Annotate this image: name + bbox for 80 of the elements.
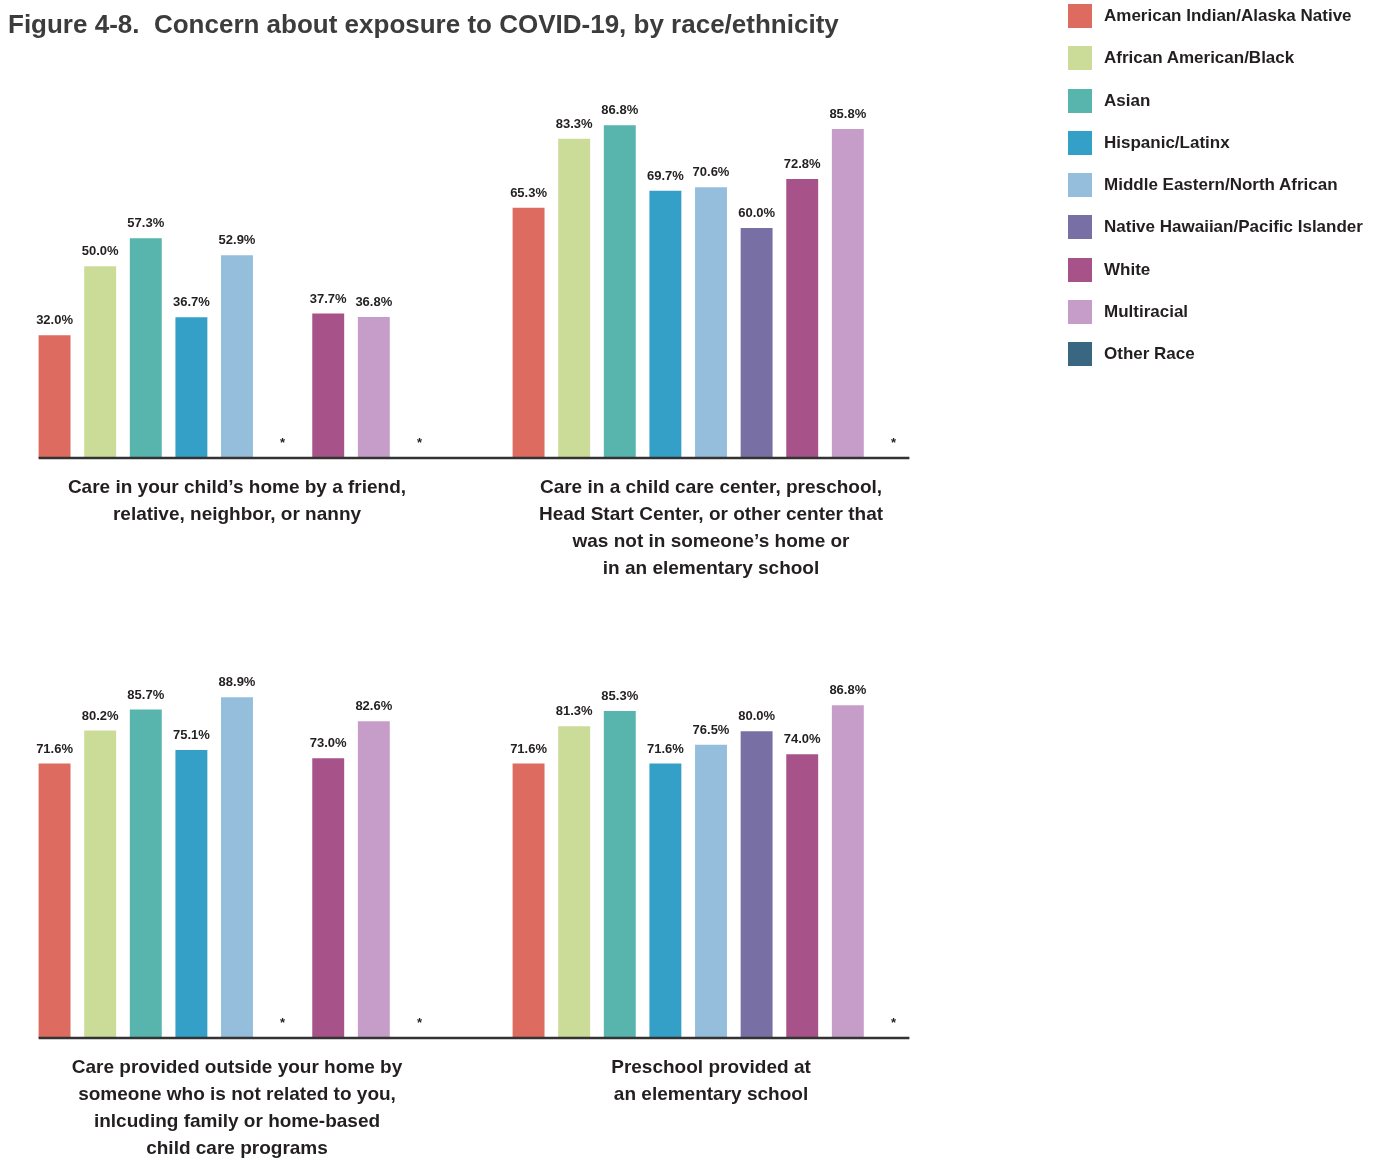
data-label: 36.7% <box>172 294 211 310</box>
text: * <box>416 1015 422 1031</box>
bar <box>831 705 864 1038</box>
bar <box>695 187 727 458</box>
data-label: 60.0% <box>738 205 776 221</box>
data-label: 52.9% <box>218 232 256 248</box>
bar <box>603 125 636 458</box>
data-label: 72.8% <box>783 156 822 172</box>
bar <box>512 207 545 458</box>
bar <box>312 758 345 1038</box>
data-label: 85.3% <box>601 688 639 704</box>
data-label: 86.8% <box>829 682 867 698</box>
legend-label: Asian <box>1104 90 1151 111</box>
legend-label: Hispanic/Latinx <box>1104 132 1230 153</box>
bar <box>84 730 117 1038</box>
bar <box>312 313 345 458</box>
data-label: 76.5% <box>692 721 730 737</box>
data-label: 69.7% <box>646 167 685 183</box>
data-label: 82.6% <box>355 698 393 714</box>
text: * <box>890 435 896 451</box>
bar <box>221 697 253 1038</box>
data-label: 57.3% <box>127 215 165 231</box>
data-label: 70.6% <box>692 164 730 180</box>
legend-label: African American/Black <box>1104 48 1295 69</box>
bar <box>831 129 864 458</box>
legend-label: White <box>1104 259 1151 280</box>
bar <box>558 138 591 458</box>
bar <box>129 238 162 458</box>
data-label: 73.0% <box>309 735 348 751</box>
bar <box>649 190 682 458</box>
bar <box>175 750 208 1038</box>
bar <box>129 709 162 1038</box>
data-label: 32.0% <box>36 312 74 328</box>
data-label: 71.6% <box>646 740 685 756</box>
legend-label: Multiracial <box>1104 302 1189 323</box>
bar <box>740 731 773 1038</box>
x-tick-label: Care in a child care center, preschool, Head Start Center, or other center that was not in someone’s home or in an elementary school <box>538 475 884 578</box>
legend-label: American Indian/Alaska Native <box>1104 6 1352 26</box>
data-label: 71.6% <box>510 740 548 756</box>
data-label: 80.0% <box>738 708 776 724</box>
data-label: 37.7% <box>309 290 348 306</box>
data-label: 85.8% <box>829 106 867 122</box>
data-label: 88.9% <box>218 674 256 690</box>
bar <box>786 754 819 1038</box>
chart-title: Figure 4-8. Concern about exposure to COVID-19, by race/ethnicity <box>8 8 839 40</box>
text: * <box>890 1015 896 1031</box>
bar <box>221 255 253 458</box>
bar <box>740 228 773 458</box>
data-label: 81.3% <box>555 703 594 719</box>
text: * <box>416 435 422 451</box>
bar <box>84 266 117 458</box>
bar <box>357 316 390 458</box>
data-label: 85.7% <box>127 686 165 702</box>
x-tick-label: Care in your child’s home by a friend, relative, neighbor, or nanny <box>67 475 407 524</box>
bar <box>695 744 727 1038</box>
data-label: 75.1% <box>172 727 211 743</box>
data-label: 65.3% <box>510 184 548 200</box>
bar <box>558 726 591 1038</box>
data-label: 74.0% <box>783 731 822 747</box>
bar <box>357 721 390 1038</box>
bar <box>512 763 545 1038</box>
text: * <box>280 1015 286 1031</box>
data-label: 80.2% <box>81 707 120 723</box>
data-label: 50.0% <box>81 243 120 259</box>
legend-label: Middle Eastern/North African <box>1104 175 1338 196</box>
legend-label: Native Hawaiian/Pacific Islander <box>1104 217 1363 238</box>
x-tick-label: Preschool provided at an elementary school <box>611 1055 812 1104</box>
data-label: 86.8% <box>601 102 639 118</box>
bar <box>38 763 71 1038</box>
data-label: 83.3% <box>555 115 594 131</box>
bar <box>603 711 636 1038</box>
bar <box>38 335 71 458</box>
x-tick-label: Care provided outside your home by someone who is not related to you, inlcuding family or home-based child care programs <box>71 1055 403 1158</box>
bar <box>175 317 208 458</box>
bar <box>786 178 819 458</box>
data-label: 71.6% <box>36 740 74 756</box>
data-label: 36.8% <box>355 294 393 310</box>
text: * <box>280 435 286 451</box>
bar <box>649 763 682 1038</box>
legend-label: Other Race <box>1104 344 1195 365</box>
